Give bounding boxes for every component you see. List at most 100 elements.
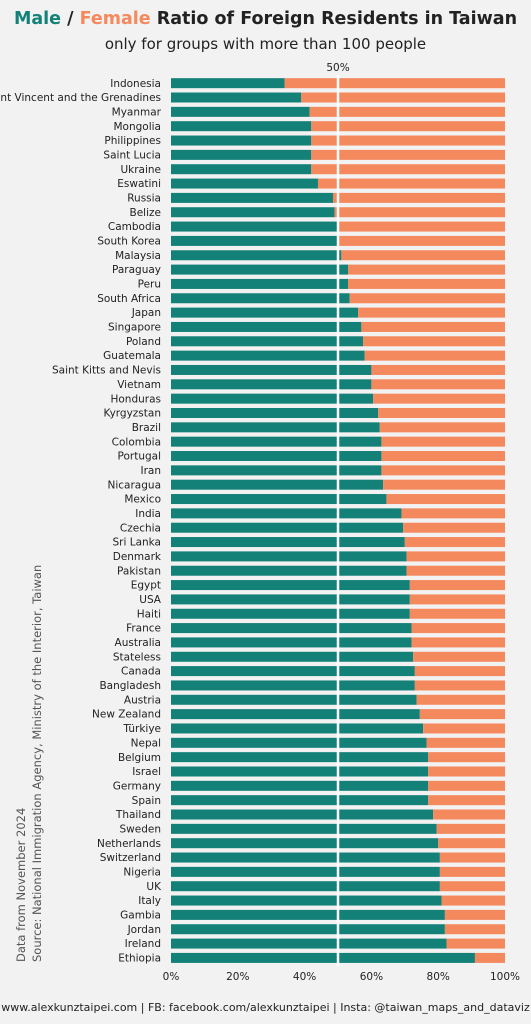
bar-male xyxy=(171,479,384,490)
y-tick-label: Egypt xyxy=(131,580,161,592)
bar-male xyxy=(171,235,338,246)
bar-male xyxy=(171,881,440,892)
y-tick-label: Bangladesh xyxy=(99,680,161,692)
y-tick-label: Russia xyxy=(127,192,161,204)
bar-female xyxy=(439,852,505,863)
y-tick-label: Pakistan xyxy=(117,565,161,577)
bar-male xyxy=(171,465,382,476)
bar-male xyxy=(171,594,410,605)
y-tick-label: Portugal xyxy=(118,451,162,463)
y-tick-label: New Zealand xyxy=(92,709,161,721)
bar-female xyxy=(338,221,505,232)
y-tick-label: Brazil xyxy=(132,422,161,434)
bar-male xyxy=(171,321,362,332)
bar-female xyxy=(409,594,505,605)
y-tick-label: Australia xyxy=(115,637,161,649)
source-agency: Source: National Immigration Agency, Min… xyxy=(30,564,44,962)
bar-female xyxy=(414,680,505,691)
bar-male xyxy=(171,752,429,763)
y-tick-label: Ireland xyxy=(125,938,161,950)
bar-female xyxy=(371,379,505,390)
bar-female xyxy=(341,250,505,261)
bar-male xyxy=(171,694,417,705)
bar-male xyxy=(171,938,447,949)
bar-female xyxy=(378,407,505,418)
bar-female xyxy=(311,121,505,132)
bar-male xyxy=(171,651,414,662)
bar-male xyxy=(171,92,302,103)
bar-male xyxy=(171,537,405,548)
reference-line-label: 50% xyxy=(326,62,349,74)
y-tick-label: Philippines xyxy=(104,135,161,147)
bar-male xyxy=(171,924,445,935)
bar-female xyxy=(403,522,505,533)
y-tick-label: Israel xyxy=(132,766,161,778)
y-tick-label: France xyxy=(126,623,161,635)
bar-male xyxy=(171,350,365,361)
bar-female xyxy=(419,709,505,720)
bar-female xyxy=(348,278,505,289)
bar-male xyxy=(171,135,312,146)
bar-female xyxy=(416,694,505,705)
y-tick-label: Belize xyxy=(130,207,161,219)
y-tick-label: Belgium xyxy=(118,752,161,764)
bar-male xyxy=(171,637,412,648)
bar-male xyxy=(171,565,407,576)
bar-female xyxy=(349,293,505,304)
bar-female xyxy=(441,895,505,906)
bar-male xyxy=(171,551,407,562)
bar-male xyxy=(171,451,382,462)
y-tick-label: Japan xyxy=(131,307,161,319)
y-tick-label: Ethiopia xyxy=(118,953,161,965)
bar-male xyxy=(171,364,372,375)
bar-male xyxy=(171,264,349,275)
bar-male xyxy=(171,780,429,791)
y-tick-label: Guatemala xyxy=(103,350,161,362)
bar-female xyxy=(428,766,505,777)
bar-male xyxy=(171,508,402,519)
y-tick-label: Saint Kitts and Nevis xyxy=(52,365,161,377)
bar-male xyxy=(171,522,404,533)
bar-female xyxy=(284,78,505,89)
y-tick-label: Ukraine xyxy=(120,164,161,176)
y-tick-label: Singapore xyxy=(108,322,161,334)
bar-female xyxy=(373,393,505,404)
y-tick-label: Nepal xyxy=(131,737,161,749)
bar-male xyxy=(171,838,439,849)
bar-male xyxy=(171,709,420,720)
bar-female xyxy=(444,924,505,935)
bar-male xyxy=(171,336,364,347)
y-tick-label: Nicaragua xyxy=(108,479,161,491)
x-tick-label: 40% xyxy=(293,971,316,983)
bar-female xyxy=(411,637,505,648)
bar-female xyxy=(433,809,505,820)
bar-female xyxy=(413,651,505,662)
y-tick-label: Jordan xyxy=(127,924,161,936)
bar-male xyxy=(171,164,312,175)
bar-female xyxy=(428,752,505,763)
bar-female xyxy=(428,780,505,791)
title-rest: Ratio of Foreign Residents in Taiwan xyxy=(150,9,518,29)
x-tick-label: 80% xyxy=(427,971,450,983)
bar-male xyxy=(171,680,415,691)
bar-female xyxy=(358,307,505,318)
bar-male xyxy=(171,278,349,289)
y-tick-label: Thailand xyxy=(115,809,161,821)
bar-female xyxy=(311,164,505,175)
bar-male xyxy=(171,149,312,160)
source-date: Data from November 2024 xyxy=(14,807,28,962)
y-tick-label: Sri Lanka xyxy=(112,537,161,549)
bar-male xyxy=(171,407,379,418)
y-tick-label: Türkiye xyxy=(122,723,161,735)
bar-male xyxy=(171,436,382,447)
title-slash: / xyxy=(61,9,80,29)
bar-male xyxy=(171,178,318,189)
bar-male xyxy=(171,866,440,877)
y-tick-label: Malaysia xyxy=(115,250,161,262)
y-tick-label: South Korea xyxy=(97,236,161,248)
bar-male xyxy=(171,379,372,390)
title-male: Male xyxy=(13,9,62,29)
bar-female xyxy=(332,192,505,203)
bar-male xyxy=(171,78,285,89)
y-tick-label: Indonesia xyxy=(110,78,161,90)
